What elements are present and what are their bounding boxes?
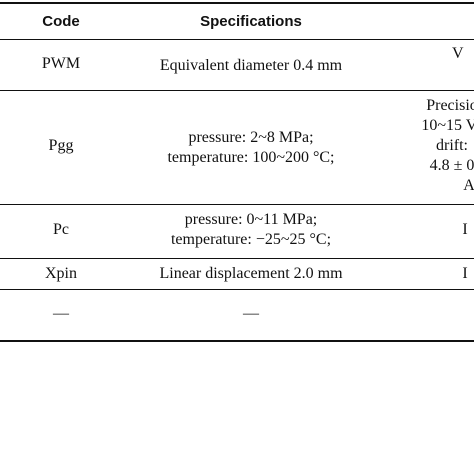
row-5-spec-line-1: — (243, 305, 259, 322)
row-2-rule (0, 204, 474, 205)
row-4-third: I (458, 264, 472, 284)
row-1-spec: Equivalent diameter 0.4 mm (120, 56, 382, 76)
row-2-spec: pressure: 2~8 MPa; temperature: 100~200 … (120, 128, 382, 168)
row-2-spec-line-2: temperature: 100~200 °C; (167, 149, 335, 166)
header-rule (0, 39, 474, 40)
row-2-third-line-4: 4.8 ± 0 (429, 157, 474, 174)
row-2-code: Pgg (48, 137, 74, 154)
header-code: Code (42, 13, 80, 30)
row-3-third-line-1: I (462, 221, 468, 238)
row-2-third-line-1: Precisio (426, 97, 474, 114)
header-specifications: Specifications (200, 13, 302, 30)
row-1-code: PWM (41, 55, 81, 72)
table-top-rule (0, 2, 474, 4)
row-4-rule (0, 289, 474, 290)
row-2-third: Precisio 10~15 VI drift: 4.8 ± 0 Ab (412, 96, 474, 196)
row-4-spec: Linear displacement 2.0 mm (120, 264, 382, 284)
row-4-spec-line-1: Linear displacement 2.0 mm (159, 265, 343, 282)
row-3-spec-line-1: pressure: 0~11 MPa; (184, 211, 318, 228)
row-1-third: V (452, 44, 474, 64)
row-5-spec: — (120, 304, 382, 324)
row-4-third-line-1: I (462, 265, 468, 282)
row-2-third-line-3: drift: (436, 137, 468, 154)
row-5-code: — (53, 305, 69, 322)
row-3-code: Pc (53, 221, 69, 238)
row-2-third-line-5: Ab (463, 177, 474, 194)
table-bottom-rule (0, 340, 474, 342)
row-1-rule (0, 90, 474, 91)
row-3-spec-line-2: temperature: −25~25 °C; (170, 231, 332, 248)
row-3-rule (0, 258, 474, 259)
row-4-code: Xpin (45, 265, 77, 282)
row-1-spec-line-1: Equivalent diameter 0.4 mm (159, 57, 343, 74)
row-1-third-line-1: V (452, 45, 464, 62)
row-2-spec-line-1: pressure: 2~8 MPa; (188, 129, 314, 146)
row-2-third-line-2: 10~15 VI (421, 117, 474, 134)
row-3-spec: pressure: 0~11 MPa; temperature: −25~25 … (120, 210, 382, 250)
row-3-third: I (458, 220, 472, 240)
